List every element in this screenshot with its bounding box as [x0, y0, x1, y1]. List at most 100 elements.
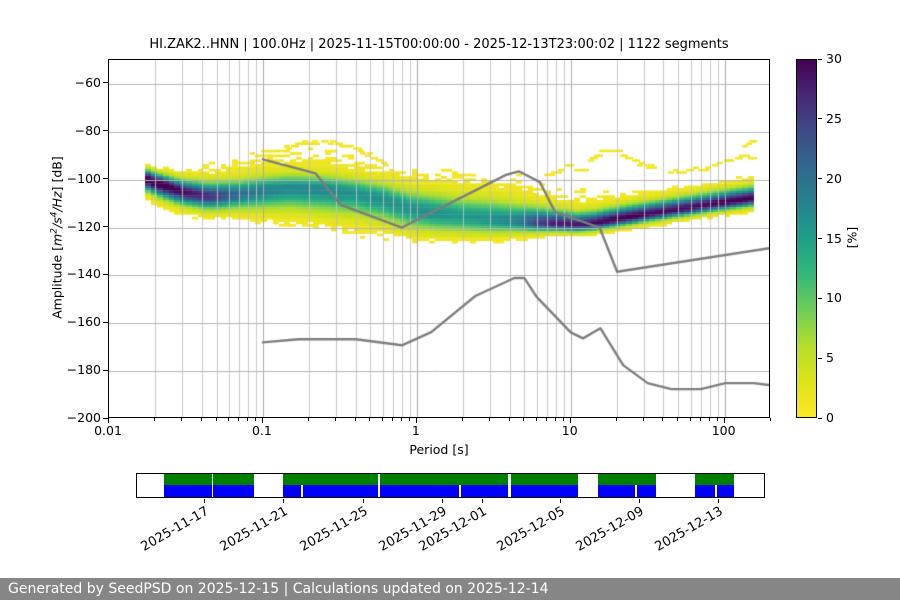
x-minor-tick-mark — [227, 418, 229, 421]
timeline-blue-segment — [460, 485, 508, 497]
y-axis-label-m: m — [49, 233, 65, 246]
ppsd-heatmap-canvas — [109, 60, 769, 417]
y-tick-label: −180 — [66, 362, 101, 378]
colorbar-tick-mark — [818, 238, 822, 239]
colorbar-tick-label: 0 — [826, 410, 834, 425]
timeline-blue-segment — [163, 485, 212, 497]
y-tick-label: −200 — [66, 410, 101, 425]
timeline-blue-segment — [212, 485, 254, 497]
timeline-blue-segment — [717, 485, 735, 497]
x-tick-label: 0.01 — [94, 423, 122, 438]
x-minor-tick-mark — [545, 418, 547, 421]
timeline-tick-mark — [559, 499, 561, 503]
colorbar-tick-label: 30 — [826, 51, 842, 66]
y-tick-mark — [103, 417, 108, 419]
timeline-blue-segment — [303, 485, 379, 497]
timeline-green-segment — [212, 474, 254, 485]
x-tick-mark — [108, 418, 109, 423]
x-tick-mark — [723, 418, 725, 423]
x-minor-tick-mark — [523, 418, 525, 421]
timeline-green-segment — [163, 474, 212, 485]
x-minor-tick-mark — [562, 418, 564, 421]
x-minor-tick-mark — [689, 418, 691, 421]
timeline-green-segment — [380, 474, 508, 485]
x-minor-tick-mark — [677, 418, 679, 421]
timeline-blue-segment — [380, 485, 459, 497]
x-minor-tick-mark — [508, 418, 510, 421]
x-minor-tick-mark — [354, 418, 356, 421]
x-minor-tick-mark — [238, 418, 240, 421]
y-tick-mark — [103, 321, 108, 323]
y-tick-mark — [103, 273, 108, 275]
colorbar-tick-mark — [818, 118, 822, 120]
x-minor-tick-mark — [369, 418, 371, 421]
x-minor-tick-mark — [489, 418, 491, 421]
x-minor-tick-mark — [308, 418, 310, 421]
x-tick-label: 100 — [711, 423, 736, 438]
timeline-green-segment — [282, 474, 379, 485]
x-minor-tick-mark — [254, 418, 256, 421]
y-tick-label: −160 — [66, 314, 101, 330]
y-tick-label: −80 — [74, 122, 101, 138]
y-axis-label-sup4: 4 — [49, 211, 60, 218]
colorbar-tick-mark — [818, 417, 822, 419]
timeline-green-segment — [695, 474, 735, 485]
x-minor-tick-mark — [381, 418, 383, 421]
timeline-blue-segment — [637, 485, 657, 497]
x-tick-mark — [569, 418, 571, 423]
chart-title: HI.ZAK2..HNN | 100.0Hz | 2025-11-15T00:0… — [149, 37, 729, 52]
x-axis-label: Period [s] — [409, 442, 469, 457]
x-minor-tick-mark — [643, 418, 645, 421]
x-minor-tick-mark — [662, 418, 664, 421]
timeline-blue-segment — [510, 485, 578, 497]
status-bar: Generated by SeedPSD on 2025-12-15 | Cal… — [0, 578, 900, 600]
x-minor-tick-mark — [535, 418, 537, 421]
colorbar-tick-label: 10 — [826, 290, 842, 306]
timeline-green-segment — [597, 474, 657, 485]
x-minor-tick-mark — [200, 418, 202, 421]
timeline-coverage-bar — [136, 473, 765, 498]
x-minor-tick-mark — [247, 418, 248, 421]
x-minor-tick-mark — [215, 418, 217, 421]
x-minor-tick-mark — [408, 418, 410, 421]
timeline-tick-mark — [204, 499, 206, 503]
y-tick-label: −120 — [66, 218, 101, 234]
y-axis-label-pre: Amplitude [ — [49, 245, 65, 319]
x-minor-tick-mark — [708, 418, 710, 421]
x-minor-tick-mark — [335, 418, 337, 421]
timeline-blue-segment — [282, 485, 302, 497]
x-minor-tick-mark — [462, 418, 464, 421]
x-minor-tick-mark — [554, 418, 556, 421]
x-minor-tick-mark — [400, 418, 402, 421]
timeline-tick-mark — [718, 499, 720, 503]
colorbar-tick-label: 25 — [826, 110, 842, 126]
timeline-blue-segment — [597, 485, 636, 497]
y-tick-mark — [103, 226, 108, 228]
timeline-tick-mark — [441, 499, 443, 503]
colorbar-label: [%] — [844, 226, 860, 249]
y-axis-label-hz: /Hz — [49, 191, 65, 212]
x-minor-tick-mark — [699, 418, 701, 421]
x-tick-label: 10 — [561, 423, 578, 438]
y-tick-mark — [103, 130, 108, 132]
x-minor-tick-mark — [716, 418, 718, 421]
colorbar-tick-mark — [818, 178, 822, 180]
timeline-green-segment — [510, 474, 578, 485]
timeline-tick-mark — [282, 499, 284, 503]
y-tick-mark — [103, 178, 108, 180]
plot-frame — [108, 59, 770, 418]
colorbar — [796, 59, 817, 418]
x-tick-mark — [261, 418, 263, 423]
x-minor-tick-mark — [391, 418, 393, 421]
x-tick-mark — [415, 418, 417, 423]
x-tick-label: 0.1 — [251, 423, 272, 438]
colorbar-tick-label: 20 — [826, 170, 842, 186]
timeline-tick-mark — [481, 499, 483, 503]
y-tick-label: −60 — [74, 74, 101, 90]
timeline-tick-mark — [638, 499, 640, 503]
colorbar-tick-label: 15 — [826, 230, 842, 246]
x-minor-tick-mark — [181, 418, 183, 421]
colorbar-tick-mark — [818, 58, 822, 60]
y-tick-label: −100 — [66, 170, 101, 186]
